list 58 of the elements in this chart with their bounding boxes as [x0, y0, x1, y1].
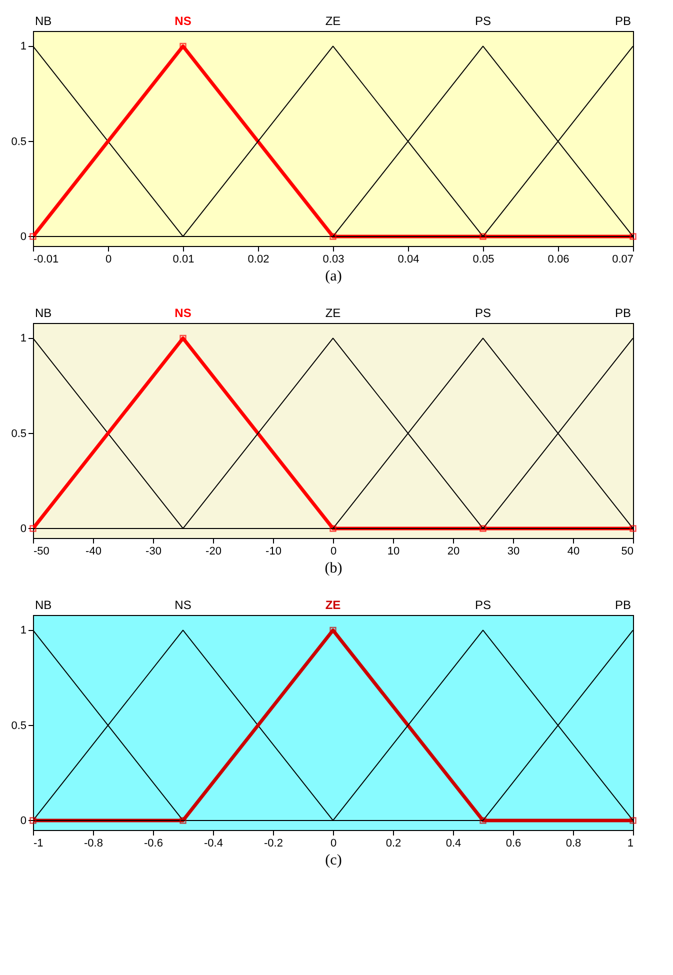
x-tick-label: 40: [567, 546, 580, 558]
x-tick-label: -0.8: [84, 838, 103, 850]
x-tick-label: 0.4: [446, 838, 462, 850]
x-tick-label: 0.07: [612, 254, 634, 266]
series-label: PS: [474, 306, 492, 320]
x-tick-label: -30: [146, 546, 162, 558]
y-tick-label: 0: [20, 814, 26, 827]
x-tick-label: -10: [266, 546, 282, 558]
series-label: PB: [614, 14, 631, 28]
y-tick-label: 1: [20, 332, 26, 345]
x-tick-label: -0.01: [34, 254, 59, 266]
x-tick-label: 50: [621, 546, 634, 558]
y-tick-label: 0.5: [11, 428, 26, 440]
x-tick-label: -0.6: [144, 838, 163, 850]
x-tick-label: 0.05: [472, 254, 494, 266]
y-tick-label: 1: [20, 40, 26, 53]
series-label: PB: [614, 306, 631, 320]
x-axis-title: (a): [325, 268, 342, 284]
x-tick-label: -1: [34, 838, 44, 850]
x-tick-label: 30: [507, 546, 520, 558]
series-label: PB: [614, 598, 631, 612]
y-tick-label: 1: [20, 624, 26, 637]
x-tick-label: 0.6: [506, 838, 522, 850]
x-tick-label: -20: [206, 546, 222, 558]
series-label: NB: [35, 14, 52, 28]
x-tick-label: -40: [86, 546, 102, 558]
x-tick-label: -50: [34, 546, 50, 558]
x-tick-label: 0.2: [386, 838, 402, 850]
y-tick-label: 0: [20, 522, 26, 535]
series-label: NB: [35, 306, 52, 320]
x-tick-label: 20: [447, 546, 460, 558]
x-tick-label: 0.03: [322, 254, 344, 266]
x-tick-label: 0.01: [172, 254, 194, 266]
series-label: ZE: [325, 14, 341, 28]
x-axis-title: (c): [325, 852, 342, 868]
x-tick-label: 10: [387, 546, 400, 558]
y-tick-label: 0: [20, 230, 26, 243]
series-label: NS: [174, 306, 192, 320]
y-tick-label: 0.5: [11, 136, 26, 148]
series-label: NB: [35, 598, 52, 612]
x-tick-label: 0: [330, 838, 337, 850]
series-label: NS: [174, 14, 192, 28]
x-tick-label: 0: [330, 546, 337, 558]
x-tick-label: 0: [105, 254, 112, 266]
series-label: NS: [174, 598, 192, 612]
x-axis-title: (b): [324, 560, 342, 576]
series-label: PS: [474, 598, 492, 612]
x-tick-label: 0.8: [566, 838, 582, 850]
series-label: ZE: [325, 598, 341, 612]
x-tick-label: 1: [627, 838, 634, 850]
x-tick-label: 0.02: [248, 254, 270, 266]
x-tick-label: 0.06: [548, 254, 570, 266]
y-tick-label: 0.5: [11, 720, 26, 732]
x-tick-label: -0.4: [204, 838, 223, 850]
x-tick-label: -0.2: [264, 838, 283, 850]
series-label: PS: [474, 14, 492, 28]
series-label: ZE: [325, 306, 341, 320]
x-tick-label: 0.04: [398, 254, 420, 266]
